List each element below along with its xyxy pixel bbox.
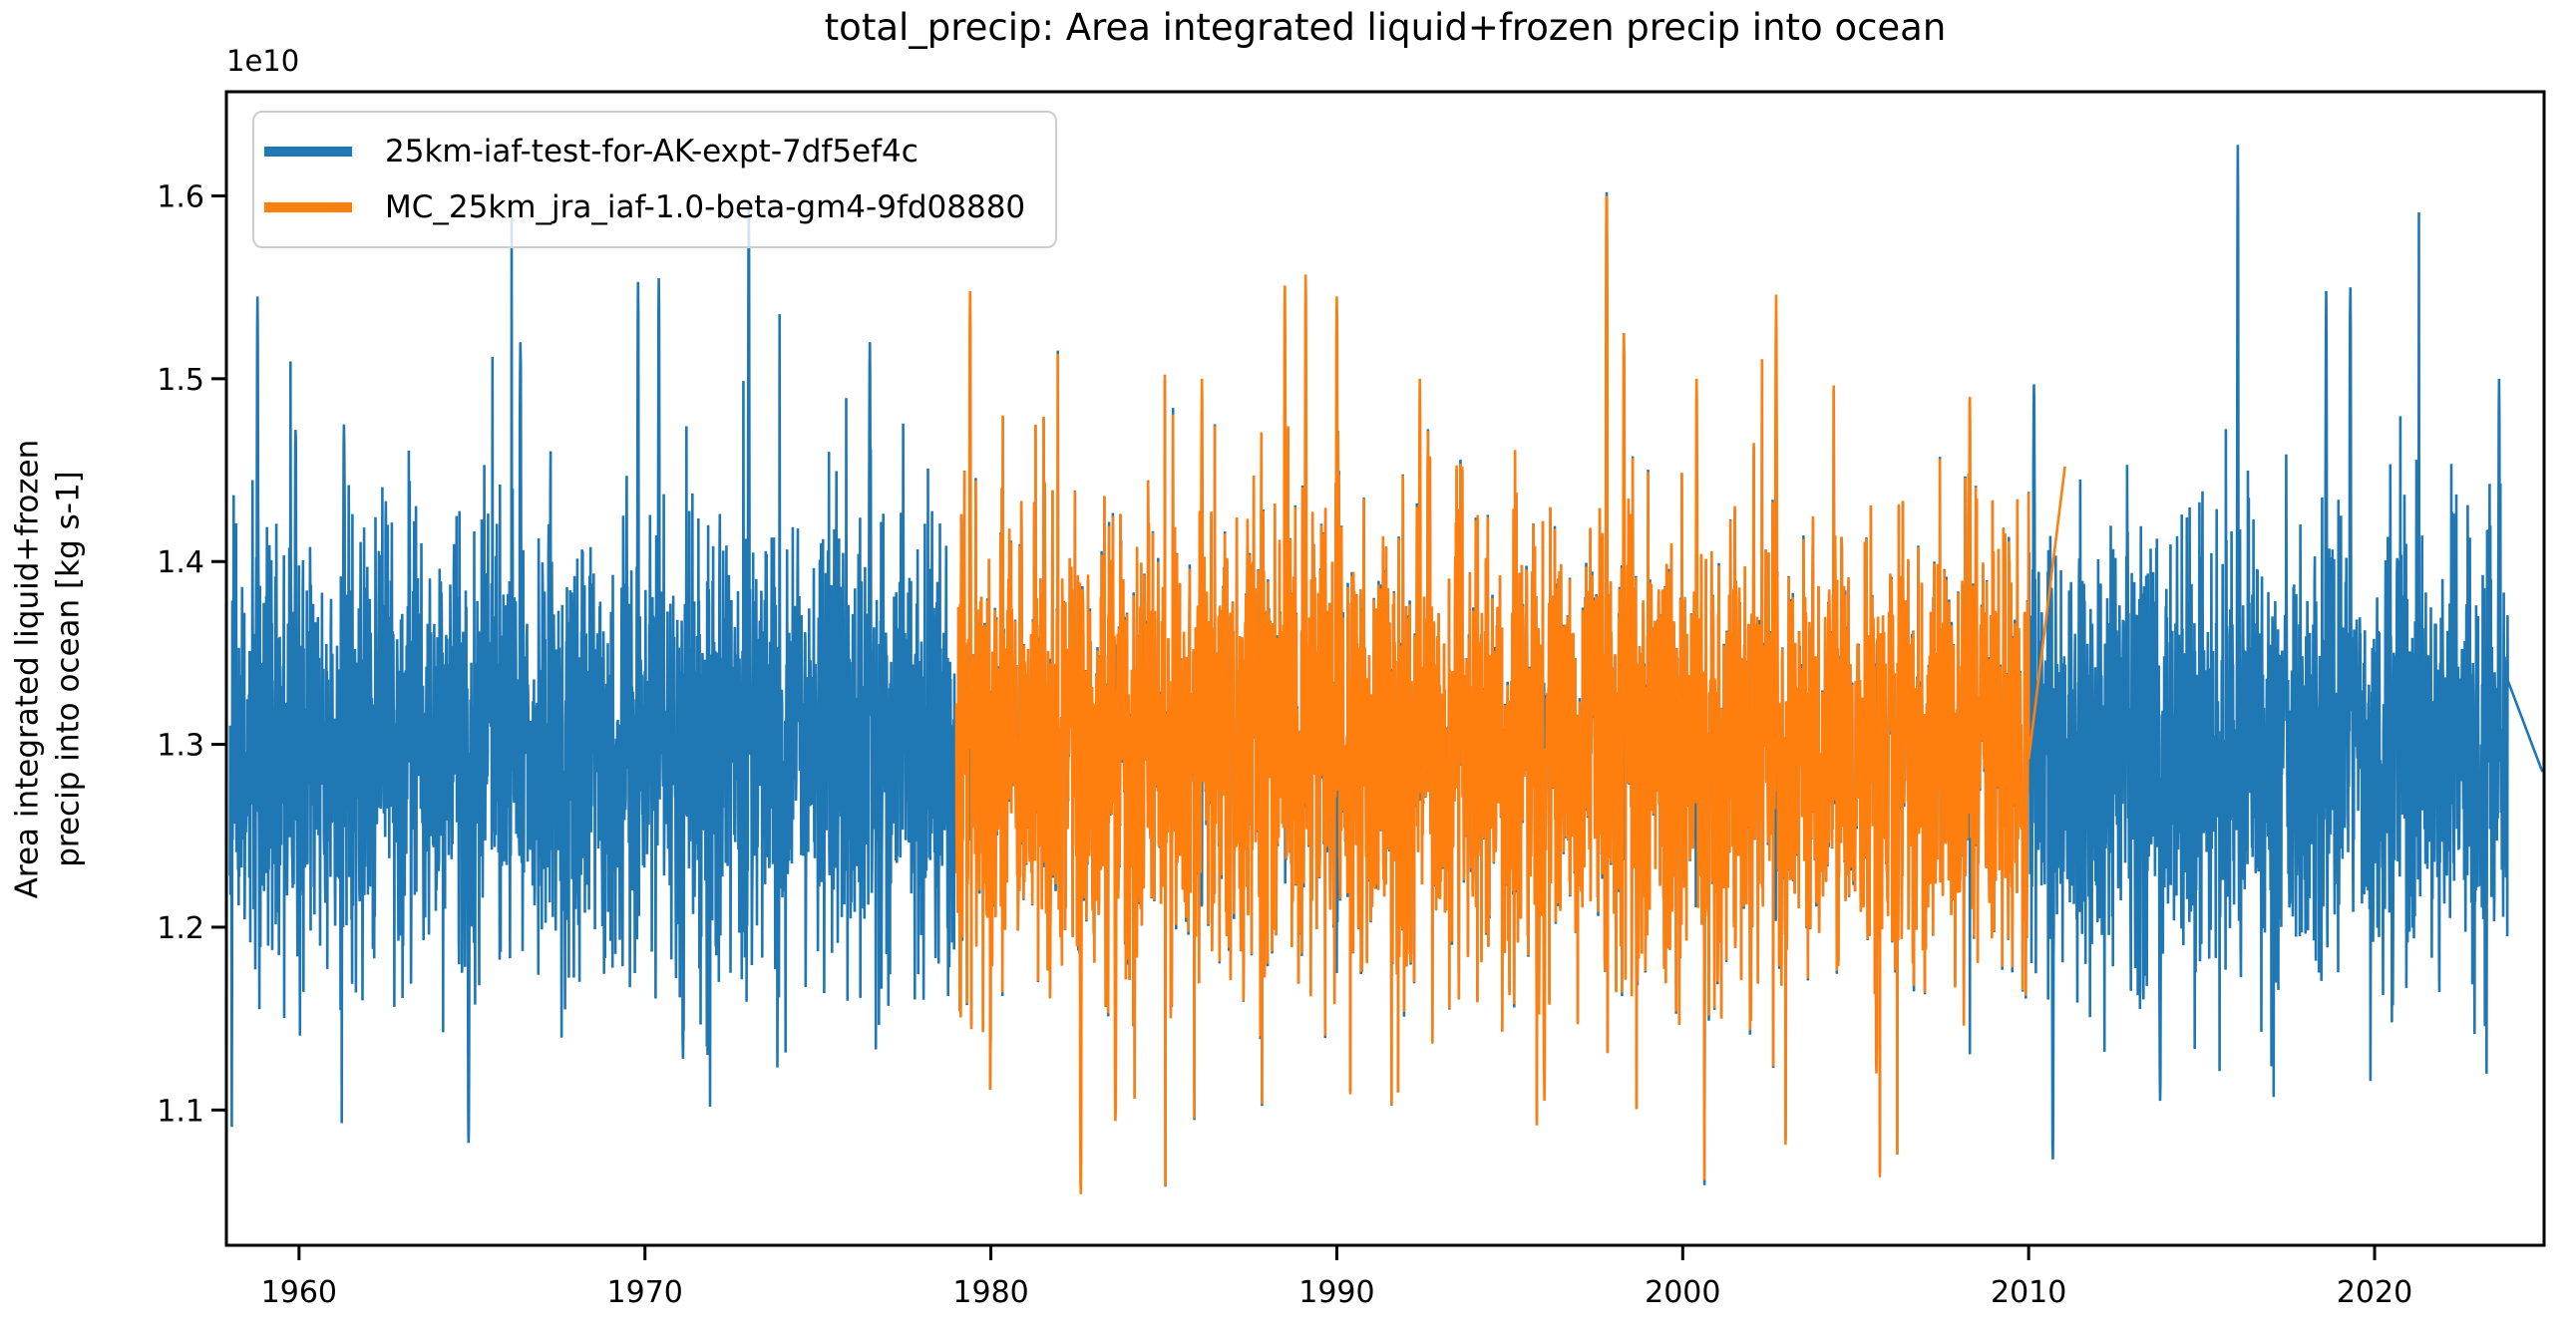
y-axis-tick-label: 1.5 <box>157 363 204 398</box>
y-axis-label-line-1: Area integrated liquid+frozen <box>9 439 45 898</box>
x-axis-tick-label: 1990 <box>1298 1275 1374 1310</box>
plot-frame <box>224 90 2546 1247</box>
x-axis-tick-label: 1980 <box>952 1275 1028 1310</box>
y-axis-tick-label: 1.4 <box>157 545 204 580</box>
x-axis-tick-label: 1960 <box>261 1275 337 1310</box>
x-axis-tick-label: 2000 <box>1645 1275 1720 1310</box>
legend-label: 25km-iaf-test-for-AK-expt-7df5ef4c <box>385 134 919 169</box>
y-axis-tick-label: 1.2 <box>157 911 204 946</box>
y-axis-tick-label: 1.3 <box>157 729 204 764</box>
legend-line-swatch-icon <box>264 202 352 212</box>
y-axis-label-line-2: precip into ocean [kg s-1] <box>50 470 86 867</box>
y-axis-label: Area integrated liquid+frozen precip int… <box>7 439 89 898</box>
y-axis-tick-label: 1.1 <box>157 1094 204 1129</box>
y-axis-label-container: Area integrated liquid+frozen precip int… <box>0 92 106 1245</box>
legend-entry: 25km-iaf-test-for-AK-expt-7df5ef4c <box>264 126 1025 177</box>
legend-line-swatch-icon <box>264 147 352 157</box>
legend-box: 25km-iaf-test-for-AK-expt-7df5ef4c MC_25… <box>252 111 1058 248</box>
x-axis-tick-label: 2010 <box>1991 1275 2066 1310</box>
y-axis-offset-label: 1e10 <box>226 44 300 78</box>
y-axis-tick-label: 1.6 <box>157 180 204 215</box>
chart-title: total_precip: Area integrated liquid+fro… <box>824 6 1947 49</box>
legend-entry: MC_25km_jra_iaf-1.0-beta-gm4-9fd08880 <box>264 181 1025 233</box>
x-axis-tick-label: 1970 <box>607 1275 683 1310</box>
series-path-orange <box>954 195 2066 1194</box>
legend-label: MC_25km_jra_iaf-1.0-beta-gm4-9fd08880 <box>385 189 1026 225</box>
x-axis-tick-label: 2020 <box>2337 1275 2412 1310</box>
